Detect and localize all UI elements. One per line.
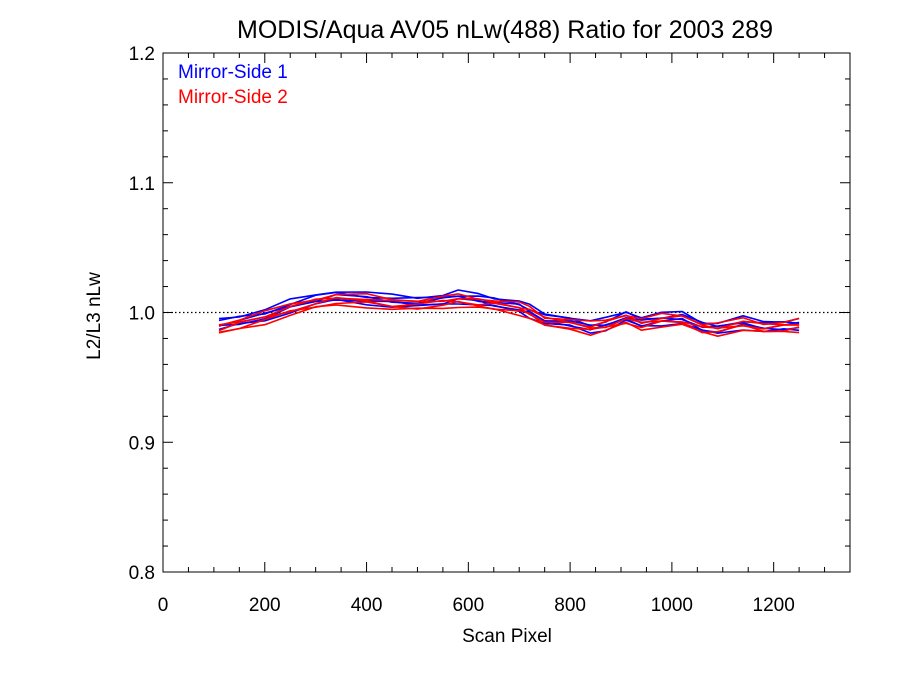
legend-entry: Mirror-Side 1: [178, 62, 288, 83]
y-tick-label: 1.0: [129, 304, 155, 325]
y-tick-label: 0.9: [129, 433, 155, 454]
series-mirror-side-2-line: [218, 297, 800, 330]
x-tick-label: 1200: [753, 595, 795, 616]
x-axis-label: Scan Pixel: [462, 626, 552, 647]
legend: Mirror-Side 1 Mirror-Side 2: [178, 62, 288, 108]
y-axis-label: L2/L3 nLw: [84, 272, 105, 360]
x-tick-label: 400: [351, 595, 383, 616]
x-tick-label: 0: [158, 595, 169, 616]
y-tick-label: 1.2: [129, 44, 155, 65]
plot-area: 0 200 400 600 800 1000 1200 0.8 0.9 1.0 1.1 1.2: [129, 44, 851, 616]
series-mirror-side-2-line: [218, 300, 800, 334]
y-tick-label: 0.8: [129, 563, 155, 584]
x-tick-label: 1000: [651, 595, 693, 616]
x-tick-label: 800: [554, 595, 586, 616]
series-mirror-side-2-line: [218, 292, 800, 327]
legend-entry: Mirror-Side 2: [178, 87, 288, 108]
y-tick-label: 1.1: [129, 174, 155, 195]
x-tick-label: 600: [452, 595, 484, 616]
chart-title: MODIS/Aqua AV05 nLw(488) Ratio for 2003 …: [237, 16, 773, 44]
x-tick-label: 200: [249, 595, 281, 616]
series-mirror-side-2-line: [218, 296, 800, 332]
